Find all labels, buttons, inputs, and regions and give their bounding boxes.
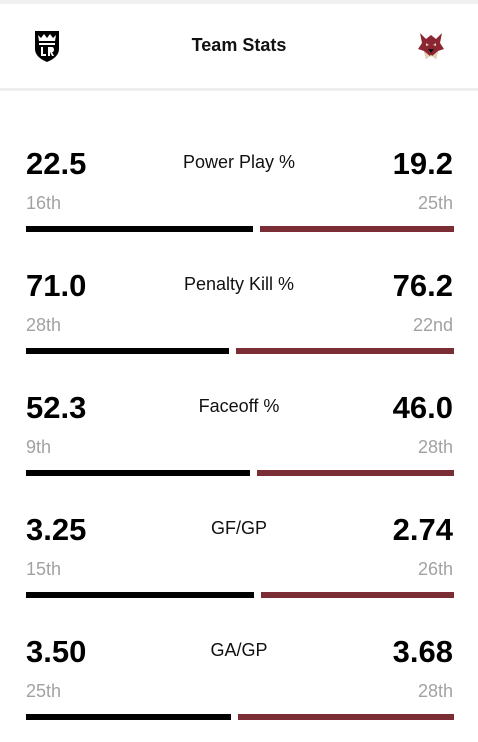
away-rank: 26th [417, 559, 453, 579]
away-rank: 28th [417, 437, 453, 457]
home-bar [26, 348, 229, 354]
comparison-bar [26, 470, 454, 476]
home-rank: 9th [26, 437, 52, 457]
home-value: 22.5 [26, 146, 87, 181]
home-bar [26, 592, 254, 598]
stats-list: 22.5 Power Play % 19.2 16th 25th 71.0 Pe… [0, 130, 478, 740]
away-bar [236, 348, 454, 354]
stat-row: 71.0 Penalty Kill % 76.2 28th 22nd [0, 252, 478, 374]
home-bar [26, 714, 231, 720]
la-kings-shield-icon [35, 31, 59, 62]
home-rank: 28th [26, 315, 62, 335]
stat-row: 3.25 GF/GP 2.74 15th 26th [0, 496, 478, 618]
home-value: 71.0 [26, 268, 87, 303]
away-value: 3.68 [392, 634, 453, 669]
away-value: 2.74 [392, 512, 453, 547]
home-bar [26, 470, 250, 476]
stat-row: 52.3 Faceoff % 46.0 9th 28th [0, 374, 478, 496]
comparison-bar [26, 714, 454, 720]
coyotes-head-icon [418, 33, 444, 59]
away-bar [257, 470, 454, 476]
home-rank: 15th [26, 559, 62, 579]
away-value: 76.2 [392, 268, 453, 303]
away-rank: 22nd [412, 315, 453, 335]
comparison-bar [26, 592, 454, 598]
header: Team Stats [0, 4, 478, 91]
stat-label: Power Play % [182, 152, 296, 172]
stat-label: Penalty Kill % [183, 274, 295, 294]
home-bar [26, 226, 253, 232]
comparison-bar [26, 226, 454, 232]
comparison-bar [26, 348, 454, 354]
home-value: 52.3 [26, 390, 87, 425]
away-rank: 25th [417, 193, 453, 213]
away-bar [238, 714, 454, 720]
home-rank: 25th [26, 681, 62, 701]
stat-label: GA/GP [210, 640, 268, 660]
header-title: Team Stats [191, 35, 287, 55]
top-divider [0, 0, 478, 4]
away-value: 19.2 [392, 146, 453, 181]
stat-label: GF/GP [210, 518, 267, 538]
home-value: 3.25 [26, 512, 87, 547]
stat-label: Faceoff % [198, 396, 280, 416]
home-value: 3.50 [26, 634, 87, 669]
home-rank: 16th [26, 193, 62, 213]
away-value: 46.0 [392, 390, 453, 425]
away-bar [260, 226, 454, 232]
stat-row: 22.5 Power Play % 19.2 16th 25th [0, 130, 478, 252]
away-rank: 28th [417, 681, 453, 701]
stat-row: 3.50 GA/GP 3.68 25th 28th [0, 618, 478, 740]
away-bar [261, 592, 454, 598]
